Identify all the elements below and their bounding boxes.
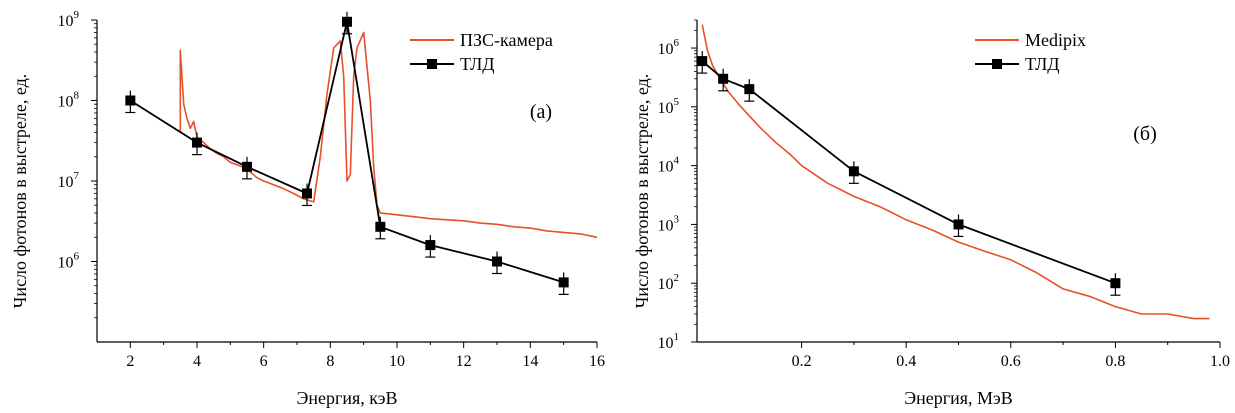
x-tick-label: 0.6	[1001, 353, 1021, 370]
series-line-1	[701, 24, 1210, 320]
x-tick-label: 1.0	[1210, 353, 1230, 370]
data-point	[302, 188, 312, 199]
x-axis-label: Энергия, МэВ	[904, 388, 1013, 408]
y-tick-label: 106	[58, 251, 80, 272]
x-tick-label: 14	[522, 353, 538, 370]
y-tick-label: 104	[658, 155, 680, 176]
x-axis-label: Энергия, кэВ	[296, 388, 397, 408]
chart-panel-2: 0.2 0.4 0.6 0.8 1.0 101 102 103 104 105 106 Энергия…	[632, 19, 1230, 408]
legend-marker	[427, 59, 437, 69]
x-tick-label: 2	[126, 353, 134, 370]
x-tick-label: 10	[389, 353, 405, 370]
data-point	[744, 84, 755, 95]
data-point	[192, 137, 202, 148]
data-point	[1110, 278, 1121, 289]
y-tick-label: 107	[58, 170, 80, 191]
data-point	[242, 161, 252, 172]
legend-label: ПЗС-камера	[460, 30, 553, 50]
legend-marker	[992, 59, 1002, 69]
data-point	[125, 95, 136, 106]
panel-label: (б)	[1133, 123, 1157, 145]
data-point	[558, 277, 569, 288]
series-line-2	[129, 20, 564, 284]
x-tick-label: 0.4	[896, 353, 916, 370]
y-tick-label: 109	[58, 9, 80, 30]
y-tick-label: 101	[658, 331, 680, 352]
x-tick-label: 12	[456, 353, 472, 370]
x-tick-label: 0.8	[1105, 353, 1125, 370]
panel-label: (а)	[530, 101, 552, 123]
y-tick-label: 103	[658, 213, 680, 234]
data-point	[492, 256, 502, 267]
x-tick-label: 4	[193, 353, 201, 370]
y-axis-label: Число фотонов в выстреле, ед.	[10, 74, 30, 309]
data-point	[425, 240, 436, 251]
series-line-1	[179, 31, 598, 239]
x-tick-label: 6	[260, 353, 268, 370]
series-line-2	[701, 60, 1116, 285]
data-point	[375, 221, 386, 232]
x-tick-label: 8	[326, 353, 334, 370]
y-tick-label: 108	[58, 90, 80, 111]
legend-label: Medipix	[1025, 30, 1086, 50]
y-tick-label: 106	[658, 37, 680, 58]
legend-label: ТЛД	[1025, 54, 1060, 74]
y-tick-label: 102	[658, 272, 680, 293]
data-point	[697, 56, 708, 67]
y-tick-label: 105	[658, 96, 680, 117]
x-tick-label: 0.2	[792, 353, 812, 370]
data-point	[953, 219, 964, 230]
chart-panel-1: 2 4 6 8 10 12 14 16 106 107 108 109 Энергия, кэВ Числ…	[10, 9, 605, 408]
legend-label: ТЛД	[460, 54, 495, 74]
data-point	[718, 73, 729, 84]
data-point	[342, 16, 352, 27]
y-axis-label: Число фотонов в выстреле, ед.	[632, 74, 652, 309]
data-point	[848, 166, 859, 177]
x-tick-label: 16	[589, 353, 605, 370]
